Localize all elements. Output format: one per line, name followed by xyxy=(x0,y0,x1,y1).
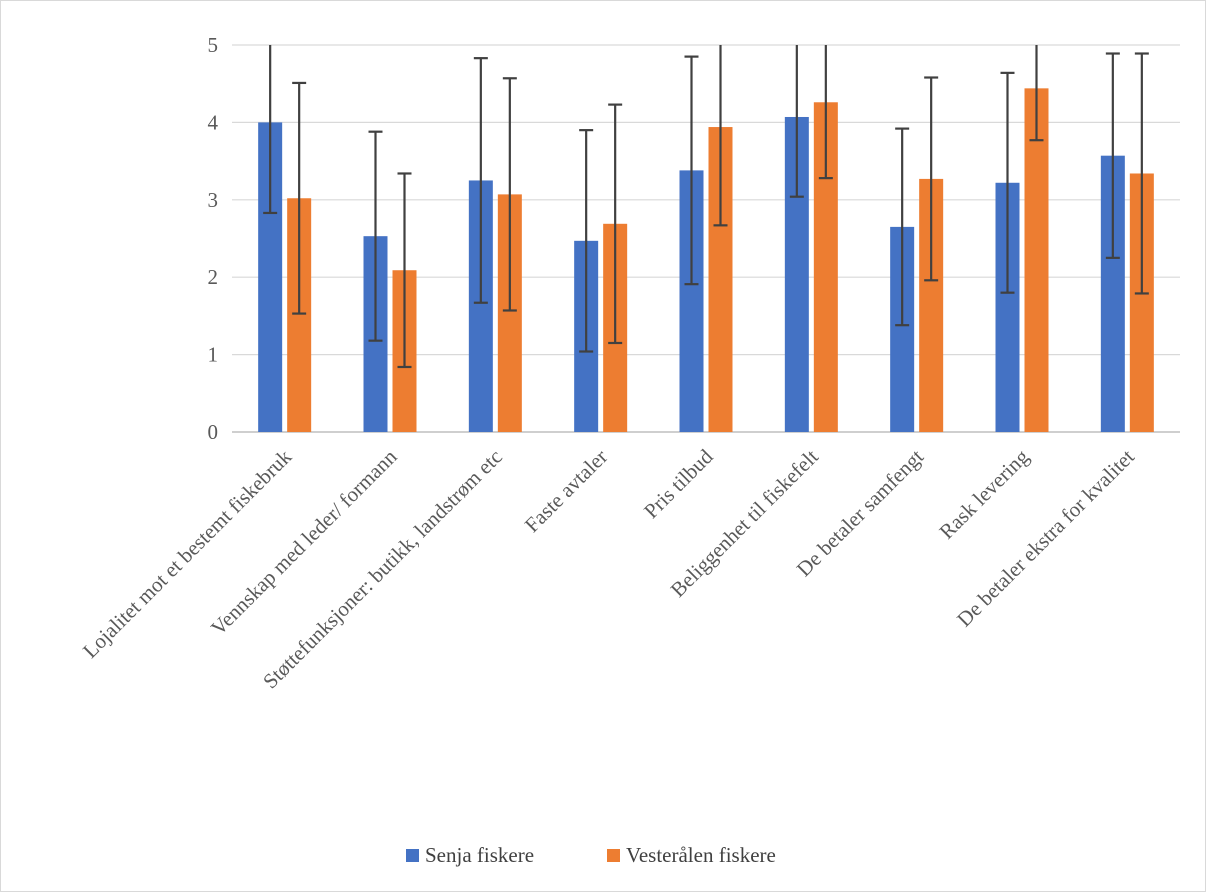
legend-label: Vesterålen fiskere xyxy=(626,843,776,867)
x-category-label: Pris tilbud xyxy=(639,444,718,523)
error-bar xyxy=(684,55,699,286)
error-bar xyxy=(1029,45,1044,142)
y-tick-label: 5 xyxy=(208,33,219,57)
error-bar xyxy=(1105,52,1120,259)
error-bar xyxy=(502,77,517,312)
error-bar xyxy=(818,45,833,180)
error-bar xyxy=(1134,52,1149,295)
error-bar xyxy=(292,81,307,315)
legend-label: Senja fiskere xyxy=(425,843,534,867)
x-category-label: Støttefunksjoner: butikk, landstrøm etc xyxy=(258,445,507,694)
error-bar xyxy=(924,76,939,282)
x-category-label: Vennskap med leder/ formann xyxy=(206,444,402,640)
legend-swatch xyxy=(607,849,620,862)
y-tick-label: 1 xyxy=(208,343,219,367)
error-bar xyxy=(263,45,278,215)
error-bar xyxy=(713,45,728,227)
error-bar xyxy=(608,103,623,345)
y-tick-label: 4 xyxy=(208,110,219,134)
error-bar xyxy=(368,130,383,342)
x-category-label: Faste avtaler xyxy=(520,445,612,537)
x-category-label: De betaler ekstra for kvalitet xyxy=(952,444,1139,631)
error-bar xyxy=(789,45,804,198)
y-tick-label: 3 xyxy=(208,188,219,212)
error-bar xyxy=(1000,71,1015,294)
x-category-label: Lojalitet mot et bestemt fiskebruk xyxy=(78,444,297,663)
y-tick-label: 0 xyxy=(208,420,219,444)
x-category-label: Rask levering xyxy=(934,444,1033,543)
error-bar xyxy=(579,129,594,353)
y-tick-label: 2 xyxy=(208,265,219,289)
error-bar xyxy=(397,172,412,369)
legend-swatch xyxy=(406,849,419,862)
error-bar xyxy=(473,57,488,304)
error-bar xyxy=(895,127,910,327)
bar-vesteralen xyxy=(1024,88,1049,433)
